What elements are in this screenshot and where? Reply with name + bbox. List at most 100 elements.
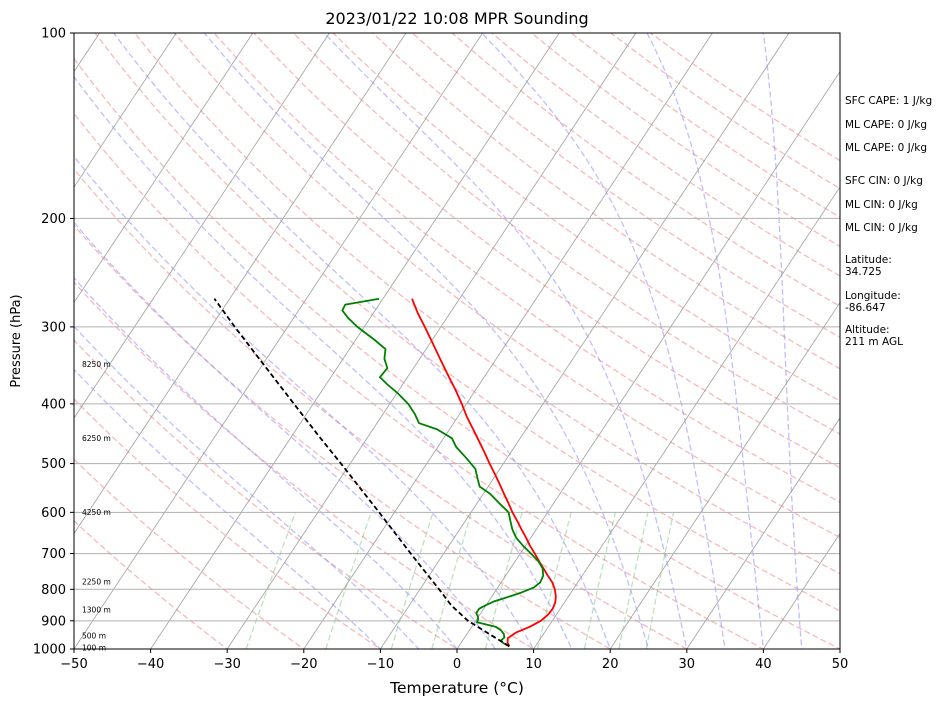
moist-adiabat: [74, 155, 535, 649]
moist-adiabat: [480, 33, 726, 649]
dry-adiabat: [74, 57, 840, 649]
height-label: 6250 m: [82, 434, 111, 443]
altitude-label: Altitude:: [845, 324, 890, 336]
dry-adiabat: [94, 33, 840, 612]
sfc-cin-text: SFC CIN: 0 J/kg: [845, 175, 923, 187]
dry-adiabat: [74, 224, 612, 649]
moist-adiabat: [74, 75, 573, 649]
longitude-value: -86.647: [845, 302, 886, 314]
mixing-ratio-line: [484, 512, 523, 649]
latitude-value: 34.725: [845, 266, 882, 278]
isotherm: [533, 186, 840, 649]
mixing-ratio-line: [583, 512, 617, 649]
temperature-profile-line: [411, 298, 557, 647]
dry-adiabat: [332, 33, 840, 402]
x-tick-label: −40: [137, 657, 164, 672]
dry-adiabat: [74, 281, 535, 649]
dewpoint-profile-line: [341, 297, 545, 648]
isotherm: [74, 33, 254, 304]
y-tick-label: 1000: [33, 643, 66, 658]
ml-cin-text-1: ML CIN: 0 J/kg: [845, 199, 918, 211]
y-axis-label: Pressure (hPa): [9, 294, 24, 387]
ml-cin-text-2: ML CIN: 0 J/kg: [845, 222, 918, 234]
dry-adiabat: [74, 398, 382, 649]
altitude-value: 211 m AGL: [845, 336, 903, 348]
chart-title: 2023/01/22 10:08 MPR Sounding: [325, 9, 588, 28]
ml-cape-text-1: ML CAPE: 0 J/kg: [845, 119, 927, 131]
dry-adiabat: [74, 519, 229, 649]
y-axis-ticks: 100 200 300 400 500 600 700 800 900 1000: [33, 27, 74, 658]
isotherm: [456, 70, 840, 649]
y-tick-label: 100: [41, 27, 66, 42]
x-tick-label: 0: [453, 657, 461, 672]
dry-adiabat: [74, 339, 459, 649]
moist-adiabat: [74, 325, 420, 649]
moist-adiabat: [74, 221, 497, 649]
y-tick-label: 900: [41, 614, 66, 629]
height-labels: 8250 m 6250 m 4250 m 2250 m 1300 m 500 m 100 m: [82, 360, 111, 653]
longitude-label: Longitude:: [845, 290, 901, 302]
mixing-ratio-line: [325, 512, 372, 649]
pressure-gridlines: [74, 33, 840, 649]
isotherm: [74, 33, 407, 535]
x-axis-label: Temperature (°C): [389, 679, 524, 697]
isotherm: [379, 33, 790, 649]
height-label: 4250 m: [82, 508, 111, 517]
x-tick-label: 10: [525, 657, 542, 672]
ml-cape-text-2: ML CAPE: 0 J/kg: [845, 142, 927, 154]
x-tick-label: −10: [367, 657, 394, 672]
y-tick-label: 300: [41, 320, 66, 335]
moist-adiabat: [646, 33, 765, 649]
isotherm: [74, 33, 330, 419]
dry-adiabat: [412, 33, 840, 339]
background-reference-lines: [74, 19, 946, 662]
height-label: 500 m: [82, 632, 106, 641]
x-tick-label: 50: [832, 657, 849, 672]
y-tick-label: 200: [41, 212, 66, 227]
x-tick-label: −50: [60, 657, 87, 672]
mixing-ratio-line: [536, 512, 572, 649]
isotherm: [74, 33, 484, 649]
dry-adiabat: [134, 33, 840, 575]
dry-adiabat: [253, 33, 840, 469]
indices-panel: SFC CAPE: 1 J/kg ML CAPE: 0 J/kg ML CAPE…: [845, 95, 932, 234]
height-label: 8250 m: [82, 360, 111, 369]
isotherm: [150, 33, 560, 649]
x-tick-label: −20: [290, 657, 317, 672]
latitude-label: Latitude:: [845, 254, 892, 266]
moist-adiabat: [762, 33, 803, 649]
x-tick-label: 40: [755, 657, 772, 672]
sfc-cape-text: SFC CAPE: 1 J/kg: [845, 95, 932, 107]
x-tick-label: 30: [679, 657, 696, 672]
moist-adiabat: [112, 33, 611, 649]
y-tick-label: 800: [41, 583, 66, 598]
y-tick-label: 700: [41, 547, 66, 562]
y-tick-label: 500: [41, 457, 66, 472]
moist-adiabat: [203, 33, 650, 649]
x-tick-label: 20: [602, 657, 619, 672]
sounding-profiles: [213, 297, 557, 648]
dry-adiabat: [74, 168, 689, 649]
isotherm: [908, 19, 946, 662]
moist-adiabat: [323, 33, 688, 649]
moist-adiabat: [74, 368, 382, 649]
x-tick-label: −30: [213, 657, 240, 672]
parcel-path-line: [213, 298, 510, 648]
height-label: 100 m: [82, 643, 106, 652]
x-axis-ticks: −50 −40 −30 −20 −10 0 10 20 30 40 50: [60, 649, 848, 672]
dry-adiabat: [173, 33, 840, 539]
y-tick-label: 400: [41, 397, 66, 412]
height-label: 1300 m: [82, 606, 111, 615]
isotherm: [74, 33, 177, 188]
isotherm: [686, 417, 840, 649]
height-label: 2250 m: [82, 577, 111, 586]
mixing-ratio-line: [645, 512, 675, 649]
mixing-ratio-line: [245, 512, 297, 649]
location-panel: Latitude: 34.725 Longitude: -86.647 Alti…: [845, 254, 903, 348]
isotherm: [303, 33, 713, 649]
dry-adiabat: [74, 112, 765, 649]
isotherm: [609, 301, 840, 649]
y-tick-label: 600: [41, 506, 66, 521]
dry-adiabat: [74, 458, 305, 649]
